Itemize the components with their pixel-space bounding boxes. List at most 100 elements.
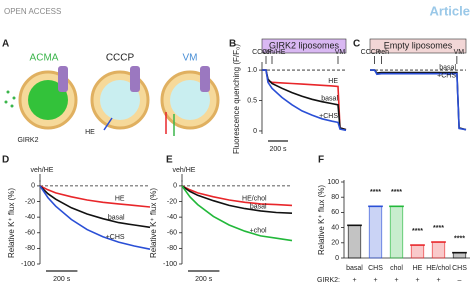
y-tick-label: 0 (335, 255, 339, 262)
panel-letter: C (353, 39, 360, 50)
y-tick-label: -20 (25, 198, 35, 205)
open-access: OPEN ACCESS (4, 7, 61, 16)
event-label: CCCP (361, 49, 381, 56)
bar (410, 244, 425, 259)
y-tick-label: 1.0 (247, 67, 257, 74)
panel-letter: E (166, 155, 173, 166)
significance: **** (454, 236, 465, 243)
y-axis-label: Relative K⁺ flux (%) (7, 188, 16, 258)
event-label: veh/HE (31, 167, 54, 174)
event-label: VM (335, 49, 346, 56)
title-box (369, 38, 467, 54)
y-axis-label: Relative K⁺ flux (%) (317, 185, 326, 255)
x-tick-label: HE/chol (426, 265, 451, 272)
series-label: basal (439, 64, 456, 71)
row-value: + (373, 277, 377, 284)
series-label: HE/chol (242, 196, 267, 203)
data-line (262, 69, 347, 132)
series-label: +CHS (319, 113, 338, 120)
y-tick-label: -60 (167, 230, 177, 237)
y-tick-label: -20 (167, 198, 177, 205)
series-label: basal (108, 214, 125, 221)
acma-label: ACMA (30, 53, 59, 64)
panel-a: A ACMA CCCP VM GIRK2 HE (2, 39, 220, 144)
data-line (181, 185, 293, 242)
series-label: HE (328, 78, 338, 85)
series-label: +CHS (437, 72, 456, 79)
he-label: HE (85, 129, 95, 136)
y-tick-label: 80 (331, 194, 339, 201)
liposome-core (170, 80, 210, 120)
inhibit (103, 117, 113, 131)
liposome-core (28, 80, 68, 120)
y-tick-label: 0 (253, 128, 257, 135)
y-tick-label: 0 (31, 183, 35, 190)
event-label: CCCP (252, 49, 272, 56)
row-label: GIRK2: (317, 277, 340, 284)
bar (431, 241, 446, 259)
y-tick-label: -100 (21, 261, 35, 268)
y-tick-label: -80 (25, 245, 35, 252)
y-axis-label: Fluorescence quenching (F/F₀) (232, 44, 241, 154)
y-tick-label: 20 (331, 240, 339, 247)
row-value: – (458, 277, 462, 284)
bar (368, 206, 383, 259)
liposome-core (100, 80, 140, 120)
panel-letter: D (2, 155, 9, 166)
scale-bar-label: 200 s (53, 276, 71, 283)
data-line (181, 185, 293, 207)
series-label: basal (321, 95, 338, 102)
significance: **** (412, 228, 423, 235)
series-label: HE (115, 196, 125, 203)
channel (58, 66, 68, 92)
title-box (261, 38, 347, 54)
significance: **** (433, 225, 444, 232)
y-tick-label: 100 (327, 179, 339, 186)
data-line (39, 185, 151, 229)
scale-bar-label: 200 s (195, 276, 213, 283)
data-line (370, 69, 467, 131)
row-value: + (394, 277, 398, 284)
x-tick-label: CHS (368, 265, 383, 272)
article-label: Article (430, 3, 470, 18)
x-tick-label: basal (346, 265, 363, 272)
significance: **** (370, 189, 381, 196)
bar (347, 225, 362, 259)
scale-bar-label: 200 s (269, 146, 287, 153)
channel (130, 66, 140, 92)
cccp-label: CCCP (106, 53, 135, 64)
event-label: veh/HE (173, 167, 196, 174)
row-value: + (436, 277, 440, 284)
x-tick-label: CHS (452, 265, 467, 272)
x-tick-label: chol (390, 265, 403, 272)
data-line (181, 185, 293, 214)
dots (4, 90, 16, 108)
y-axis-label: Relative K⁺ flux (%) (149, 188, 158, 258)
panel-letter: B (229, 39, 236, 50)
panel-letter: A (2, 39, 9, 50)
y-tick-label: -40 (167, 214, 177, 221)
series-label: basal (250, 204, 267, 211)
event-label: veh/HE (263, 49, 286, 56)
vm-label: VM (183, 53, 198, 64)
channel (200, 66, 210, 92)
y-tick-label: -100 (163, 261, 177, 268)
series-label: +CHS (106, 234, 125, 241)
y-tick-label: -60 (25, 230, 35, 237)
panel-letter: F (318, 155, 324, 166)
chart-title: GIRK2 liposomes (269, 40, 340, 50)
y-tick-label: 0 (173, 183, 177, 190)
event-label: VM (454, 49, 465, 56)
significance: **** (391, 189, 402, 196)
y-tick-label: -40 (25, 214, 35, 221)
chart-title: Empty liposomes (384, 40, 453, 50)
data-line (39, 185, 151, 250)
x-tick-label: HE (413, 265, 423, 272)
row-value: + (415, 277, 419, 284)
series-label: +chol (250, 228, 267, 235)
y-tick-label: 0.5 (247, 97, 257, 104)
event-label: veh (378, 49, 389, 56)
y-tick-label: 40 (331, 224, 339, 231)
bar (389, 206, 404, 259)
